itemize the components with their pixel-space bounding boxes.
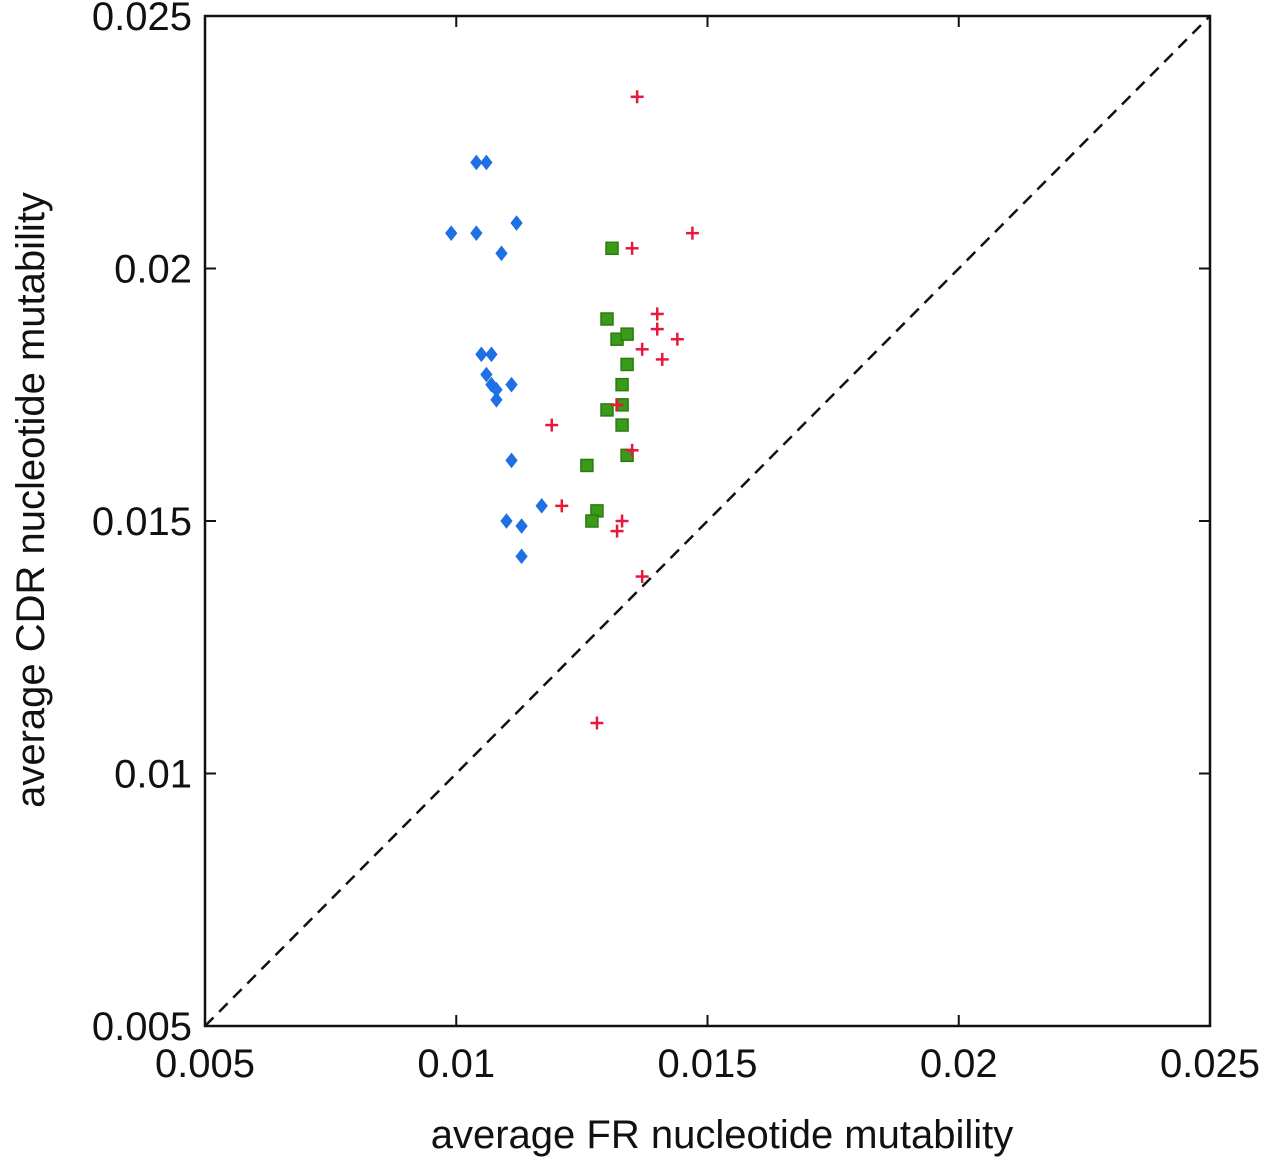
diamond-point — [500, 513, 513, 529]
x-tick-label: 0.025 — [1160, 1042, 1260, 1086]
diamond-point — [505, 376, 518, 393]
plus-point — [610, 524, 624, 538]
square-point — [585, 514, 599, 528]
square-point — [605, 241, 619, 256]
diamond-point — [480, 154, 493, 171]
x-tick-labels: 0.005 0.01 0.015 0.02 0.025 — [155, 1042, 1260, 1086]
y-tick-label: 0.005 — [92, 1005, 192, 1049]
reference-diagonal-line — [204, 15, 1211, 1027]
y-tick-label: 0.02 — [114, 248, 192, 292]
data-points — [445, 90, 699, 730]
diamond-point — [535, 498, 548, 514]
plus-point — [670, 332, 684, 346]
plus-point — [615, 514, 629, 528]
diamond-point — [470, 154, 483, 171]
diamond-point — [490, 391, 503, 408]
square-point — [580, 458, 594, 473]
y-axis-label: average CDR nucleotide mutability — [9, 192, 53, 808]
x-tick-label: 0.01 — [417, 1042, 495, 1086]
y-tick-labels: 0.005 0.01 0.015 0.02 0.025 — [92, 0, 192, 1049]
square-point — [600, 312, 614, 326]
square-point — [620, 357, 634, 372]
square-point — [620, 327, 634, 341]
plus-point — [655, 352, 669, 366]
square-point — [615, 418, 629, 432]
diamond-point — [515, 518, 528, 534]
plus-point — [650, 307, 664, 321]
plus-point — [650, 322, 664, 336]
x-tick-label: 0.015 — [657, 1042, 757, 1086]
plus-point — [625, 241, 639, 255]
axis-ticks — [205, 16, 1210, 1026]
diamond-point — [480, 366, 493, 383]
plus-point — [625, 443, 639, 457]
x-axis-label: average FR nucleotide mutability — [431, 1113, 1014, 1157]
diamond-point — [510, 215, 523, 231]
plus-point — [545, 418, 559, 432]
plus-point — [610, 398, 624, 412]
diamond-point — [470, 225, 483, 241]
diamond-point — [505, 452, 518, 469]
x-tick-label: 0.02 — [920, 1042, 998, 1086]
y-tick-label: 0.01 — [114, 753, 192, 797]
plus-point — [685, 226, 699, 240]
diamond-point — [495, 245, 508, 262]
diamond-point — [515, 548, 528, 565]
diamond-point — [445, 225, 458, 241]
plus-point — [590, 716, 604, 730]
square-point — [600, 403, 614, 417]
plus-point — [635, 570, 649, 584]
y-tick-label: 0.025 — [92, 0, 192, 39]
plus-point — [555, 499, 569, 513]
plus-point — [630, 90, 644, 104]
y-tick-label: 0.015 — [92, 500, 192, 544]
diamond-point — [475, 346, 488, 363]
square-point — [615, 377, 629, 392]
diamond-point — [485, 346, 498, 363]
plus-point — [635, 342, 649, 356]
x-tick-label: 0.005 — [155, 1042, 255, 1086]
